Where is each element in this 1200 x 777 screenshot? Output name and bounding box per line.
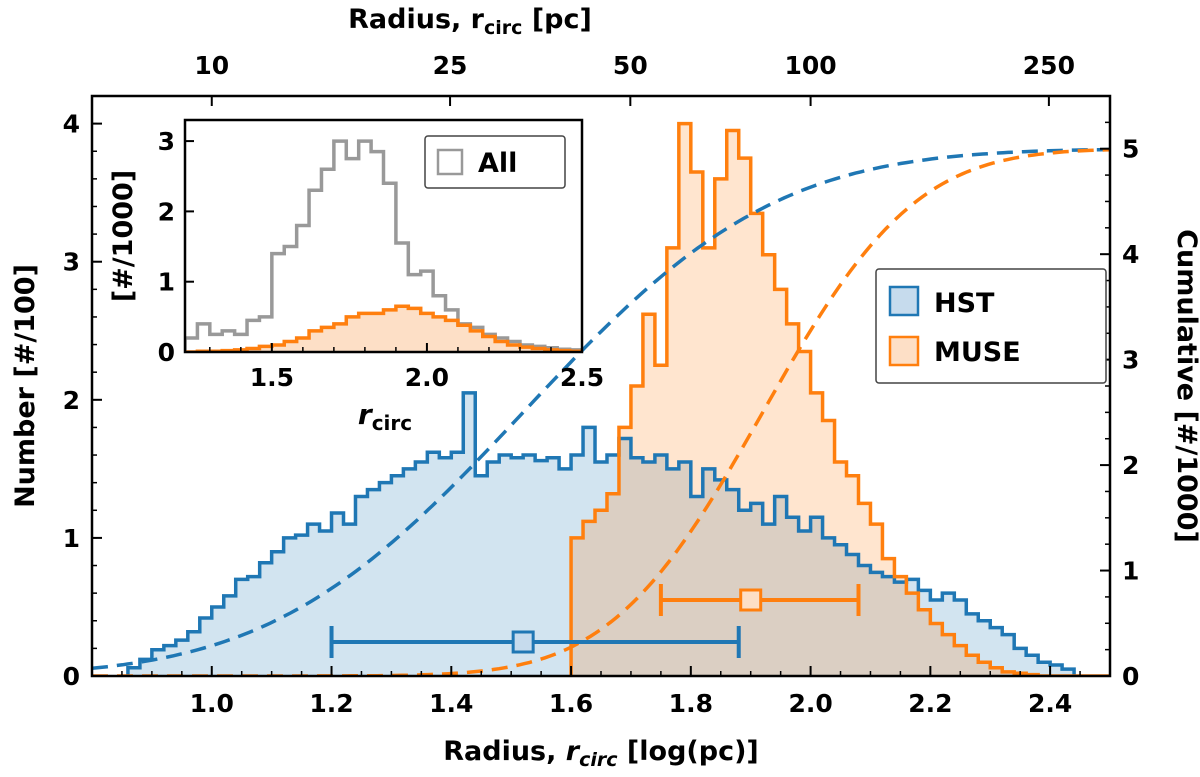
y-axis-title: Number [#/100] (10, 264, 41, 508)
inset-histogram-outline-all (185, 139, 582, 352)
y-tick-label: 4 (63, 110, 80, 139)
legend-swatch-hst (888, 285, 920, 317)
inset-y-tick-label: 0 (158, 338, 175, 367)
x-tick-label: 1.0 (190, 689, 234, 718)
x-tick-label: 2.2 (908, 689, 952, 718)
median-marker-muse (739, 588, 763, 612)
median-errorbars (329, 584, 861, 658)
inset-histogram-fills (185, 306, 582, 352)
inset-axis-ticks: 1.5 2.0 2.5 0 1 2 3 (158, 127, 605, 392)
inset-x-axis-title: rcirc (358, 398, 412, 435)
x-tick-label: 1.4 (429, 689, 473, 718)
legend-label-hst: HST (934, 288, 995, 319)
y2-tick-label: 4 (1122, 240, 1139, 269)
histogram-fill-muse (571, 123, 1110, 676)
y2-tick-label: 1 (1122, 557, 1139, 586)
histogram-fills (127, 123, 1110, 676)
inset-chart: 1.5 2.0 2.5 0 1 2 3 [#/1000] rcirc All (108, 118, 605, 435)
top-x-tick-label: 50 (613, 51, 648, 80)
main-plot-area (92, 121, 1110, 676)
inset-x-tick-label: 1.5 (250, 363, 294, 392)
y2-axis-title: Cumulative [#/1000] (1171, 229, 1200, 543)
inset-frame (183, 118, 584, 354)
inset-histogram-outline-muse (185, 304, 582, 352)
y2-tick-label: 3 (1122, 346, 1139, 375)
inset-y-tick-label: 1 (158, 268, 175, 297)
top-x-axis-title: Radius, rcirc [pc] (348, 4, 592, 39)
y-tick-label: 3 (63, 248, 80, 277)
legend-box (875, 268, 1107, 384)
legend-label-muse: MUSE (934, 337, 1021, 368)
x-tick-label: 2.0 (788, 689, 832, 718)
cumulative-curve-hst (92, 147, 1110, 671)
x-tick-label: 1.8 (669, 689, 713, 718)
inset-histogram-fill-muse (185, 306, 582, 352)
legend: HST MUSE (875, 268, 1107, 384)
y2-tick-label: 0 (1122, 662, 1139, 691)
inset-y-tick-label: 2 (158, 197, 175, 226)
inset-y-axis-title: [#/1000] (108, 170, 139, 302)
y2-tick-label: 5 (1122, 135, 1139, 164)
histogram-outline-hst (126, 391, 1076, 676)
median-marker-hst (511, 630, 535, 654)
top-x-tick-label: 25 (433, 51, 468, 80)
inset-histogram-outlines (185, 139, 582, 352)
y2-tick-label: 2 (1122, 451, 1139, 480)
y-tick-label: 0 (63, 662, 80, 691)
top-x-tick-label: 100 (784, 51, 836, 80)
cumulative-curves (92, 147, 1110, 676)
inset-y-tick-label: 3 (158, 127, 175, 156)
y-tick-label: 1 (63, 524, 80, 553)
x-axis-title: Radius, rcirc [log(pc)] (443, 736, 759, 771)
y-tick-label: 2 (63, 386, 80, 415)
x-tick-label: 1.2 (309, 689, 353, 718)
inset-legend-swatch-all (436, 148, 464, 176)
top-x-tick-label: 250 (1023, 51, 1075, 80)
top-x-tick-label: 10 (194, 51, 229, 80)
inset-x-tick-label: 2.5 (560, 363, 604, 392)
histogram-fill-hst (127, 392, 1075, 676)
inset-x-tick-label: 2.0 (405, 363, 449, 392)
cumulative-curve-muse (92, 147, 1110, 676)
inset-legend-label-all: All (478, 148, 517, 179)
inset-legend: All (424, 135, 566, 189)
histogram-outlines (126, 121, 1110, 676)
histogram-outline-muse (569, 121, 1110, 676)
x-tick-label: 1.6 (549, 689, 593, 718)
legend-swatch-muse (888, 335, 920, 367)
x-tick-label: 2.4 (1028, 689, 1072, 718)
